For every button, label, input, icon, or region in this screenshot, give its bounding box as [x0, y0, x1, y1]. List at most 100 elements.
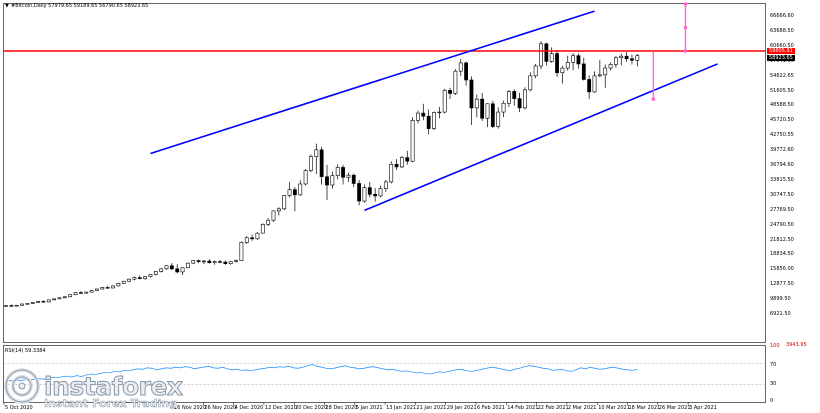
price-axis-label: 27769.50: [770, 206, 794, 213]
time-axis-label: 18 Mar 2021: [628, 405, 661, 411]
bull-candle: [143, 276, 148, 279]
price-axis-label: 12877.50: [770, 281, 794, 288]
bull-candle: [95, 288, 99, 291]
time-axis-label: 2 Mar 2021: [567, 405, 597, 411]
time-axis-label: 10 Mar 2021: [598, 405, 630, 411]
bear-candle: [250, 237, 255, 240]
bull-candle: [164, 265, 169, 270]
channel-lower-line: [364, 63, 718, 212]
price-axis-label: 48588.50: [770, 102, 794, 109]
rsi-level-70: 70: [770, 362, 777, 368]
bear-candle: [292, 189, 297, 196]
bull-candle: [309, 156, 313, 171]
price-axis-label: 63688.50: [770, 27, 794, 34]
instaforex-logo-icon: [4, 368, 40, 404]
price-axis-label: 30747.50: [770, 191, 794, 198]
bull-candle: [276, 208, 281, 212]
rsi-series-line: [5, 364, 638, 382]
bull-candle: [57, 297, 62, 300]
bear-candle: [517, 98, 522, 109]
bull-candle: [132, 277, 137, 280]
bull-candle: [389, 164, 394, 183]
bull-candle: [212, 261, 217, 263]
channel-upper-line: [150, 10, 595, 155]
bull-candle: [592, 75, 597, 93]
time-axis-label: 3 Apr 2021: [689, 405, 717, 411]
bear-candle: [480, 98, 485, 119]
bull-candle: [116, 283, 121, 287]
bull-candle: [496, 111, 501, 127]
price-axis-label: 15856.00: [770, 266, 794, 273]
bear-candle: [319, 149, 324, 178]
bull-candle: [111, 285, 115, 289]
price-axis-label: 39772.60: [770, 147, 794, 154]
bear-candle: [373, 194, 378, 197]
bull-candle: [282, 195, 287, 210]
bear-candle: [357, 183, 362, 202]
bull-candle: [378, 188, 383, 197]
bull-candle: [30, 302, 35, 304]
time-axis-label: 14 Feb 2021: [507, 405, 539, 411]
current-price-tag: 58923.65: [767, 54, 795, 61]
bear-candle: [169, 265, 174, 270]
bull-candle: [36, 301, 41, 303]
bull-candle: [501, 102, 506, 113]
price-axis-label: 21812.50: [770, 236, 794, 243]
bull-candle: [506, 91, 511, 104]
bull-candle: [539, 43, 543, 67]
projection-up-dot: [683, 49, 688, 53]
bull-candle: [100, 287, 105, 290]
bear-candle: [469, 79, 474, 109]
time-axis-label: 6 Feb 2021: [477, 405, 505, 411]
bull-candle: [127, 278, 131, 282]
brand-name: instaforex: [44, 372, 184, 402]
bull-candle: [20, 303, 24, 306]
price-axis-label: 66666.60: [770, 13, 794, 19]
bull-candle: [266, 219, 271, 225]
bear-candle: [218, 261, 222, 263]
bull-candle: [239, 242, 244, 261]
bull-candle: [410, 120, 415, 162]
projection-down-dot: [651, 97, 656, 101]
price-axis-label: 24790.50: [770, 221, 794, 228]
price-axis-label: 3943.95: [786, 342, 807, 348]
price-axis-label: 42750.55: [770, 132, 794, 139]
bear-candle: [105, 287, 110, 289]
price-axis-label: 51605.50: [770, 87, 794, 94]
price-axis-label: 33815.50: [770, 176, 794, 183]
rsi-scale-bottom: 0: [770, 398, 774, 404]
bull-candle: [635, 55, 640, 61]
bull-candle: [202, 260, 206, 263]
bull-candle: [613, 57, 618, 65]
bull-candle: [4, 305, 8, 307]
bear-candle: [41, 301, 46, 303]
rsi-label: RSI(14) 59.3384: [5, 348, 46, 354]
bull-candle: [228, 261, 233, 264]
bull-candle: [437, 111, 442, 114]
price-axis-label: 54622.65: [770, 72, 794, 79]
bull-candle: [458, 62, 463, 72]
price-axis-label: 57641.60: [770, 57, 794, 64]
price-axis-label: 9899.50: [770, 296, 791, 303]
bull-candle: [271, 210, 276, 221]
bull-candle: [571, 55, 576, 63]
price-axis-label: 36794.60: [770, 162, 794, 168]
time-axis-label: 5 Oct 2020: [5, 405, 33, 411]
bear-candle: [351, 174, 356, 184]
dropdown-triangle-icon[interactable]: ▼: [5, 3, 9, 9]
rsi-level-30: 30: [770, 381, 777, 387]
bull-candle: [603, 67, 608, 76]
resistance-price-tag: 59805.81: [767, 47, 795, 54]
rsi-panel: [3, 345, 766, 403]
time-axis-label: 28 Dec 2020: [325, 405, 358, 411]
bear-candle: [512, 91, 517, 99]
bear-candle: [544, 43, 549, 62]
bull-candle: [314, 149, 319, 157]
bull-candle: [46, 299, 51, 303]
bull-candle: [255, 232, 260, 240]
bull-candle: [346, 174, 351, 178]
time-axis-label: 26 Mar 2021: [658, 405, 691, 411]
bear-candle: [555, 53, 559, 74]
bull-candle: [186, 262, 190, 269]
